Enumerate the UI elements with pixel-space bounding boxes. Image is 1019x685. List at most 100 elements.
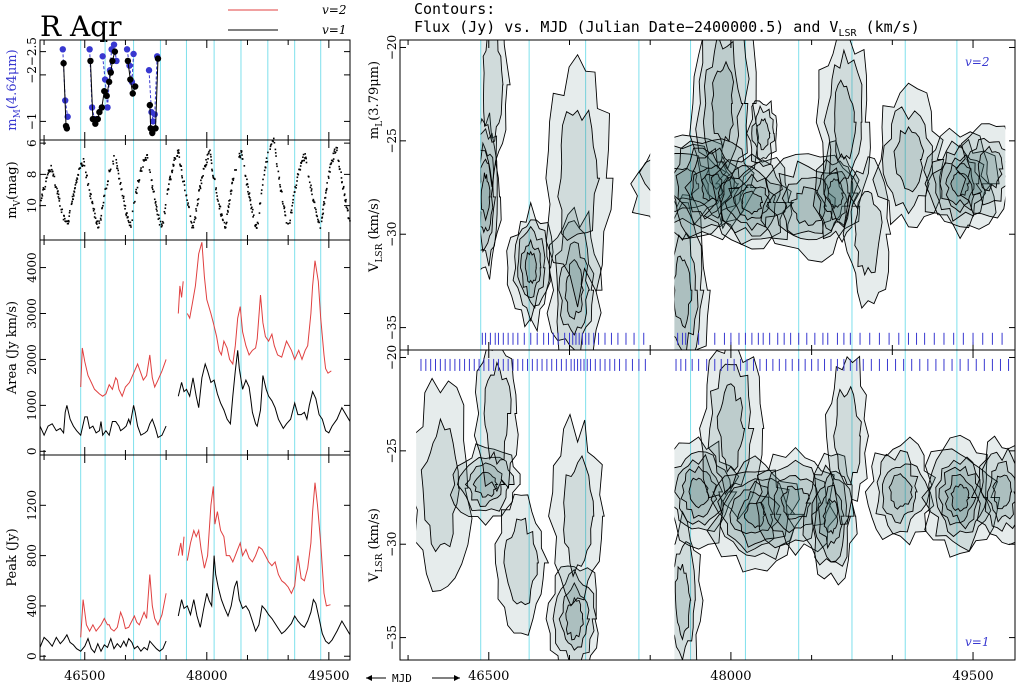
contour_v2-ytick-label: −35 <box>385 315 399 340</box>
mV-point <box>140 170 143 172</box>
mV-point <box>211 169 214 172</box>
mM-connector <box>149 105 152 129</box>
mV-point <box>95 222 98 224</box>
mV-point <box>192 226 195 229</box>
contour_v2-contour-level <box>966 137 1006 206</box>
contour_v2-contour-level <box>790 186 828 226</box>
area-ytick-label: 1000 <box>25 390 39 421</box>
mV-point <box>334 152 336 154</box>
mV-point <box>263 174 266 176</box>
mM-point <box>86 46 93 53</box>
mV-point <box>323 202 326 205</box>
mV-point <box>170 178 172 181</box>
panel-contour-v1: −20 −25 −30 −35 v=1 VLSR (km/s) 46500 48000 4950… <box>367 345 1015 684</box>
mV-point <box>179 163 181 166</box>
mV-point <box>68 211 71 214</box>
mV-point <box>274 152 277 154</box>
mM-point <box>146 101 154 109</box>
mM-ylabel-part: M <box>13 109 23 118</box>
contour_v1-contour-level <box>548 413 605 607</box>
mV-point <box>256 227 258 229</box>
mM-point <box>104 104 111 111</box>
mV-point <box>241 154 243 156</box>
mV-point <box>128 224 131 227</box>
mV-point <box>130 226 132 228</box>
mV-point <box>169 175 171 178</box>
contour_v2-ylabel2-part: (3.79μm) <box>367 61 382 121</box>
frame-mM <box>39 39 351 141</box>
mV-point <box>299 165 302 167</box>
right-xtick-label: 46500 <box>468 669 509 684</box>
mV-point <box>100 219 102 221</box>
mV-point <box>134 200 136 203</box>
mV-point <box>223 221 226 224</box>
contour_v1-contour-level <box>822 498 839 535</box>
mV-point <box>296 176 299 179</box>
mV-point <box>151 179 153 181</box>
mV-point <box>200 179 202 182</box>
cyan-vertical-lines-left <box>80 40 322 660</box>
mV-point <box>289 222 291 224</box>
mV-point <box>46 173 49 176</box>
mV-point <box>160 225 163 228</box>
mV-point <box>40 199 42 202</box>
mV-point <box>176 154 179 157</box>
contour_v2-contour-level <box>741 190 764 215</box>
mV-point <box>100 214 103 217</box>
mV-point <box>182 180 184 183</box>
mV-point <box>292 198 294 201</box>
mM-point <box>63 125 71 132</box>
mV-point <box>192 224 194 227</box>
contour_v2-ylabel: VLSR (km/s) <box>367 198 385 273</box>
mV-point <box>330 162 333 164</box>
mV-point <box>164 207 167 210</box>
mM-point <box>107 69 114 76</box>
mV-point <box>55 186 57 188</box>
mV-point <box>260 192 263 195</box>
contour_v2-contour-level <box>520 238 542 299</box>
mV-point <box>189 215 192 217</box>
mV-point <box>112 163 115 165</box>
mV-point <box>53 175 56 178</box>
mV-point <box>229 190 232 193</box>
mV-point <box>345 206 348 208</box>
mV-point <box>75 181 78 183</box>
mV-point <box>98 222 101 224</box>
mV-point <box>230 193 232 195</box>
contour_v2-ylabel-part: LSR <box>375 243 385 262</box>
mV-point <box>161 224 163 227</box>
mV-point <box>178 152 180 154</box>
mV-point <box>146 157 149 159</box>
contour_v2-contour-level <box>480 127 498 267</box>
mV-point <box>278 178 280 180</box>
mV-point <box>310 184 312 187</box>
mV-point <box>319 227 322 229</box>
mV-point <box>193 218 196 221</box>
mV-point <box>129 221 132 224</box>
mV-ylabel: mV(mag) <box>5 161 23 218</box>
peak-ytick-label: 1200 <box>25 490 39 521</box>
mV-point <box>334 151 337 154</box>
mV-point <box>301 159 304 162</box>
area-ylabel: Area (Jy km/s) <box>5 301 20 395</box>
mV-point <box>328 166 331 169</box>
mV-point <box>210 159 213 161</box>
right-xtick-label: 48000 <box>710 669 751 684</box>
mV-point <box>68 215 71 217</box>
mV-point <box>241 158 244 160</box>
right-xtick-label: 49500 <box>952 669 993 684</box>
mV-point <box>158 224 161 226</box>
mV-point <box>216 195 218 197</box>
mV-point <box>315 208 317 211</box>
mV-point <box>72 198 74 201</box>
mV-point <box>207 158 209 160</box>
mV-point <box>148 169 151 171</box>
mV-point <box>184 189 186 192</box>
mV-point <box>117 169 120 172</box>
contour_v1-ytick-label: −30 <box>385 532 399 557</box>
mV-point <box>342 187 345 189</box>
mV-point <box>292 201 294 204</box>
mV-point <box>113 155 115 157</box>
mV-point <box>295 187 297 189</box>
mV-point <box>231 178 234 180</box>
